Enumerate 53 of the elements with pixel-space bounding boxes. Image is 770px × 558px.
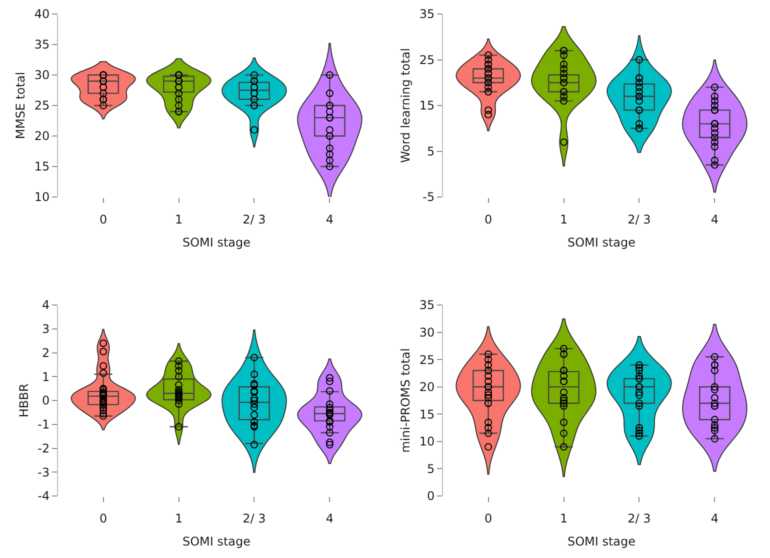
x-axis-title: SOMI stage bbox=[182, 534, 251, 548]
x-tick-label: 0 bbox=[99, 511, 108, 526]
y-tick-label: 15 bbox=[34, 160, 50, 174]
x-tick-label: 2/ 3 bbox=[242, 212, 266, 226]
x-tick-label: 4 bbox=[326, 212, 334, 226]
x-axis-title: SOMI stage bbox=[182, 235, 251, 250]
y-tick-label: 4 bbox=[42, 298, 50, 312]
y-tick-label: 25 bbox=[34, 98, 50, 113]
x-tick-label: 1 bbox=[174, 511, 183, 526]
y-tick-label: 15 bbox=[419, 407, 435, 422]
y-tick-label: 35 bbox=[419, 298, 435, 312]
x-tick-label: 4 bbox=[326, 511, 334, 526]
y-axis-title: MMSE total bbox=[14, 72, 28, 140]
x-tick-label: 2/ 3 bbox=[628, 212, 651, 226]
y-tick-label: 20 bbox=[419, 380, 435, 394]
x-tick-label: 2/ 3 bbox=[628, 511, 651, 526]
y-tick-label: 30 bbox=[34, 68, 50, 82]
y-tick-label: 25 bbox=[419, 352, 435, 367]
x-tick-label: 0 bbox=[99, 212, 108, 226]
y-tick-label: 0 bbox=[42, 394, 50, 408]
y-tick-label: 5 bbox=[426, 144, 435, 158]
y-tick-label: 20 bbox=[34, 129, 50, 144]
x-axis-title: SOMI stage bbox=[567, 534, 636, 548]
x-tick-label: 4 bbox=[710, 511, 719, 526]
y-axis-title: mini-PROMS total bbox=[398, 348, 413, 453]
x-tick-label: 4 bbox=[710, 212, 719, 226]
y-tick-label: 3 bbox=[42, 322, 50, 336]
x-tick-label: 1 bbox=[560, 212, 568, 226]
y-tick-label: -1 bbox=[38, 418, 50, 432]
y-tick-label: 1 bbox=[42, 370, 50, 384]
x-tick-label: 2/ 3 bbox=[242, 511, 266, 526]
y-tick-label: 40 bbox=[34, 7, 50, 22]
y-tick-label: 15 bbox=[419, 98, 435, 113]
y-tick-label: -3 bbox=[38, 465, 50, 480]
y-tick-label: -5 bbox=[422, 190, 435, 204]
y-tick-label: 5 bbox=[426, 462, 435, 476]
y-tick-label: 25 bbox=[419, 52, 435, 67]
y-axis-title: HBBR bbox=[16, 384, 31, 418]
y-tick-label: -2 bbox=[38, 441, 50, 456]
y-tick-label: 30 bbox=[419, 325, 435, 340]
y-tick-label: 2 bbox=[42, 346, 50, 360]
x-axis-title: SOMI stage bbox=[567, 235, 636, 250]
x-tick-label: 0 bbox=[484, 511, 492, 526]
y-tick-label: 35 bbox=[419, 7, 435, 22]
x-tick-label: 0 bbox=[484, 212, 492, 226]
y-tick-label: -4 bbox=[38, 489, 50, 504]
y-axis-title: Word learning total bbox=[398, 48, 413, 163]
y-tick-label: 10 bbox=[419, 434, 435, 449]
y-tick-label: 10 bbox=[34, 190, 50, 204]
x-tick-label: 1 bbox=[560, 511, 568, 526]
y-tick-label: 0 bbox=[426, 489, 435, 504]
x-tick-label: 1 bbox=[174, 212, 183, 226]
y-tick-label: 35 bbox=[34, 38, 50, 52]
